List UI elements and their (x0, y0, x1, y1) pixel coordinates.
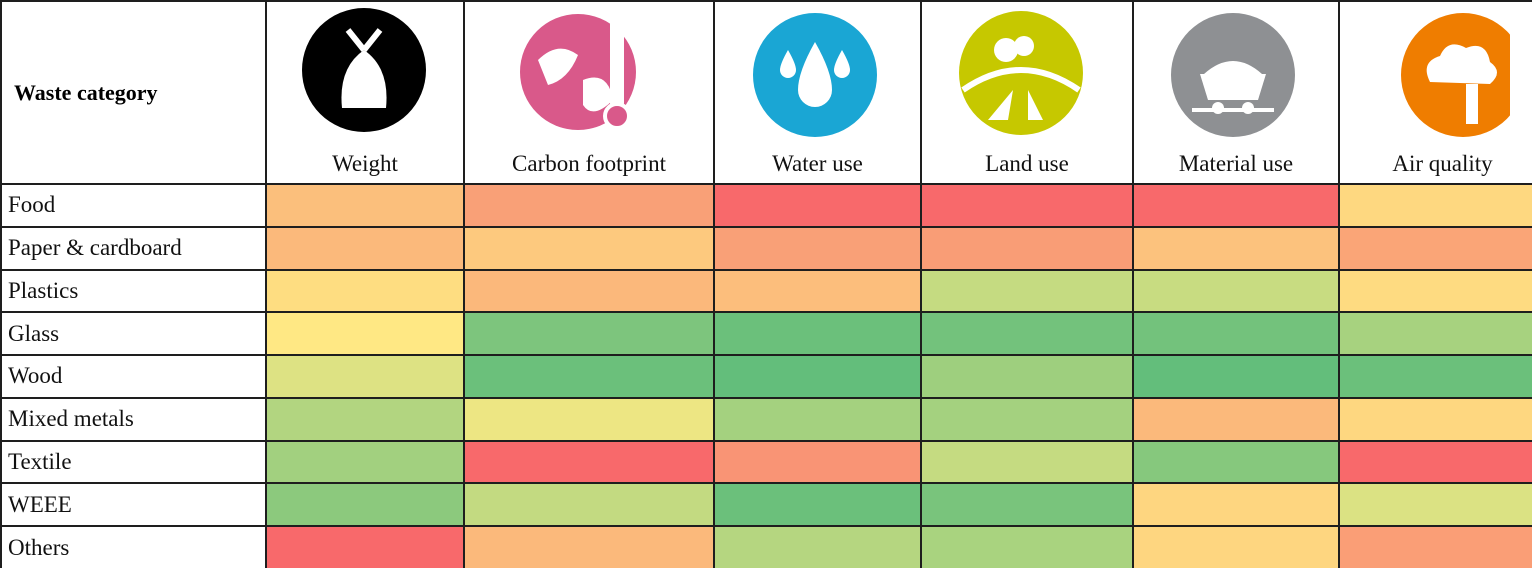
heat-cell (465, 441, 713, 483)
heat-cell (1340, 484, 1532, 526)
heat-cell (1134, 441, 1338, 483)
heat-cell (1340, 270, 1532, 312)
heat-cell (1134, 313, 1338, 355)
heat-cell (465, 527, 713, 568)
heat-cell (1134, 185, 1338, 226)
heat-cell (922, 270, 1132, 312)
water-icon (753, 13, 877, 137)
heat-cell (267, 398, 463, 440)
heat-cell (922, 441, 1132, 483)
heat-cell (1340, 441, 1532, 483)
heat-cell (715, 398, 920, 440)
heat-cell (267, 527, 463, 568)
heat-cell (465, 356, 713, 397)
heat-cell (465, 313, 713, 355)
heat-cell (1134, 527, 1338, 568)
heat-cell (715, 185, 920, 226)
air-icon (1401, 13, 1510, 137)
row-label: WEEE (2, 484, 265, 526)
heat-cell (1340, 527, 1532, 568)
corner-header: Waste category (2, 2, 265, 183)
heat-cell (715, 356, 920, 397)
heat-cell (465, 398, 713, 440)
heat-cell (267, 484, 463, 526)
heat-cell (1134, 398, 1338, 440)
heat-cell (922, 185, 1132, 226)
heat-cell (1340, 313, 1532, 355)
heat-cell (922, 398, 1132, 440)
heat-cell (1134, 270, 1338, 312)
row-label: Others (2, 527, 265, 568)
heat-cell (267, 356, 463, 397)
heat-cell (715, 270, 920, 312)
heat-cell (267, 270, 463, 312)
material-icon (1171, 13, 1295, 137)
heat-cell (1340, 227, 1532, 269)
heat-cell (715, 527, 920, 568)
heat-cell (1134, 227, 1338, 269)
heat-cell (1340, 398, 1532, 440)
carbon-icon (520, 14, 636, 130)
heat-cell (465, 270, 713, 312)
heat-cell (267, 185, 463, 226)
heat-cell (922, 227, 1132, 269)
row-label: Food (2, 185, 265, 226)
row-label: Wood (2, 356, 265, 397)
row-label: Plastics (2, 270, 265, 312)
heat-cell (922, 484, 1132, 526)
column-header: Carbon footprint (465, 2, 713, 183)
row-label: Glass (2, 313, 265, 355)
land-icon (959, 11, 1083, 135)
heat-cell (465, 484, 713, 526)
heat-cell (267, 227, 463, 269)
heat-cell (465, 227, 713, 269)
row-label: Paper & cardboard (2, 227, 265, 269)
heat-cell (922, 527, 1132, 568)
heat-cell (1340, 185, 1532, 226)
heat-cell (715, 313, 920, 355)
heat-cell (465, 185, 713, 226)
weight-icon (302, 8, 426, 132)
heat-cell (715, 484, 920, 526)
heat-cell (267, 313, 463, 355)
heat-cell (267, 441, 463, 483)
heat-cell (1134, 484, 1338, 526)
row-label: Textile (2, 441, 265, 483)
row-label: Mixed metals (2, 398, 265, 440)
heat-cell (1134, 356, 1338, 397)
heat-cell (715, 441, 920, 483)
heat-cell (922, 356, 1132, 397)
heat-cell (715, 227, 920, 269)
heat-cell (922, 313, 1132, 355)
heat-cell (1340, 356, 1532, 397)
